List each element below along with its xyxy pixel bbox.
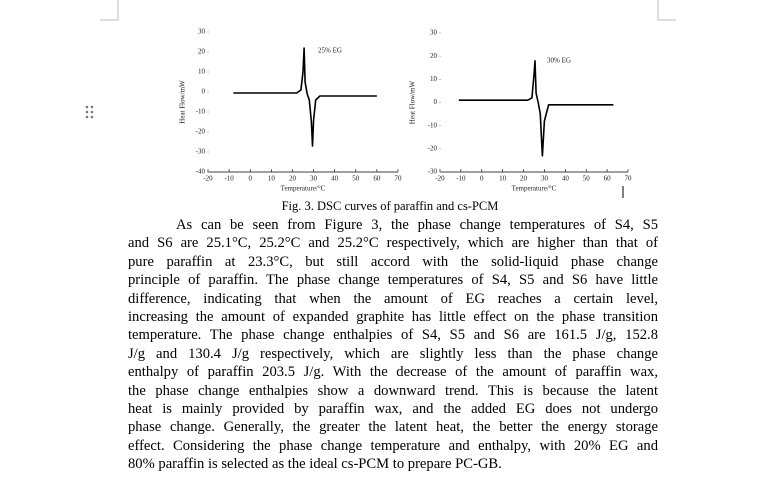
y-tick-label: -10: [196, 108, 206, 116]
y-tick-label: -20: [196, 128, 206, 136]
text-line: and S6 are 25.1°C, 25.2°C and 25.2°C res…: [128, 235, 658, 252]
x-tick-label: -10: [224, 175, 234, 183]
text-line: 80% paraffin is selected as the ideal cs…: [128, 456, 502, 473]
x-tick-label: 20: [520, 175, 528, 183]
y-tick-label: 20: [198, 48, 206, 56]
text-line: phase change. Generally, the greater the…: [128, 419, 658, 436]
x-tick-label: -20: [435, 175, 445, 183]
y-tick-label: 30: [430, 29, 438, 37]
y-axis-label: Heat Flow/mW: [179, 80, 187, 124]
y-tick-label: 10: [430, 75, 438, 83]
x-tick-label: 10: [499, 175, 507, 183]
x-tick-label: 70: [625, 175, 633, 183]
x-axis-label: Temperature/°C: [281, 185, 326, 193]
y-tick-label: -10: [428, 121, 438, 129]
y-tick-label: 0: [202, 88, 206, 96]
x-tick-label: 0: [480, 175, 484, 183]
x-tick-label: -20: [203, 175, 213, 183]
text-line: enthalpy of paraffin 203.5 J/g. With the…: [128, 364, 658, 381]
x-tick-label: 40: [562, 175, 570, 183]
x-tick-label: 20: [289, 175, 297, 183]
text-line: As can be seen from Figure 3, the phase …: [176, 217, 658, 233]
x-axis-label: Temperature/°C: [512, 185, 557, 193]
x-tick-label: 70: [395, 175, 403, 183]
text-line: the phase change enthalpies show a downw…: [128, 382, 658, 399]
x-tick-label: 10: [268, 175, 276, 183]
y-tick-label: -30: [196, 148, 206, 156]
y-tick-label: 10: [198, 68, 206, 76]
text-line: increasing the amount of expanded graphi…: [128, 309, 658, 325]
dsc-curve: [233, 47, 377, 147]
dsc-curve: [458, 60, 614, 157]
text-line: difference, indicating that when the amo…: [128, 290, 658, 307]
y-tick-label: -20: [428, 144, 438, 152]
text-line: pure paraffin at 23.3°C, but still accor…: [128, 253, 658, 270]
x-tick-label: -10: [456, 175, 466, 183]
text-line: effect. Considering the phase change tem…: [128, 437, 658, 454]
x-tick-label: 30: [310, 175, 318, 183]
y-tick-label: 0: [434, 98, 438, 106]
x-tick-label: 40: [331, 175, 339, 183]
y-tick-label: -40: [196, 168, 206, 176]
y-tick-label: -30: [428, 168, 438, 176]
corner-mark: [657, 0, 676, 21]
x-tick-label: 50: [352, 175, 360, 183]
y-tick-label: 30: [198, 28, 206, 36]
text-line: heat is mainly provided by paraffin wax,…: [128, 401, 658, 417]
drag-handle[interactable]: [85, 105, 94, 119]
text-line: principle of paraffin. The phase change …: [128, 272, 658, 289]
annotation: 30% EG: [547, 57, 571, 65]
x-tick-label: 60: [373, 175, 381, 183]
figure-caption: Fig. 3. DSC curves of paraffin and cs-PC…: [281, 199, 499, 213]
x-tick-label: 50: [583, 175, 591, 183]
x-tick-label: 30: [541, 175, 549, 183]
y-axis-label: Heat Flow/mW: [409, 80, 417, 124]
annotation: 25% EG: [318, 47, 342, 55]
corner-mark: [100, 0, 119, 21]
text-line: J/g and 130.4 J/g respectively, which ar…: [128, 345, 658, 362]
x-tick-label: 0: [248, 175, 252, 183]
x-tick-label: 60: [604, 175, 612, 183]
y-tick-label: 20: [430, 52, 438, 60]
text-line: temperature. The phase change enthalpies…: [128, 327, 658, 344]
